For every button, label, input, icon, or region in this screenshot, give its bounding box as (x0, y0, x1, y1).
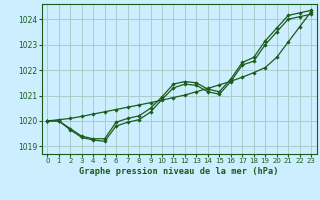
X-axis label: Graphe pression niveau de la mer (hPa): Graphe pression niveau de la mer (hPa) (79, 167, 279, 176)
